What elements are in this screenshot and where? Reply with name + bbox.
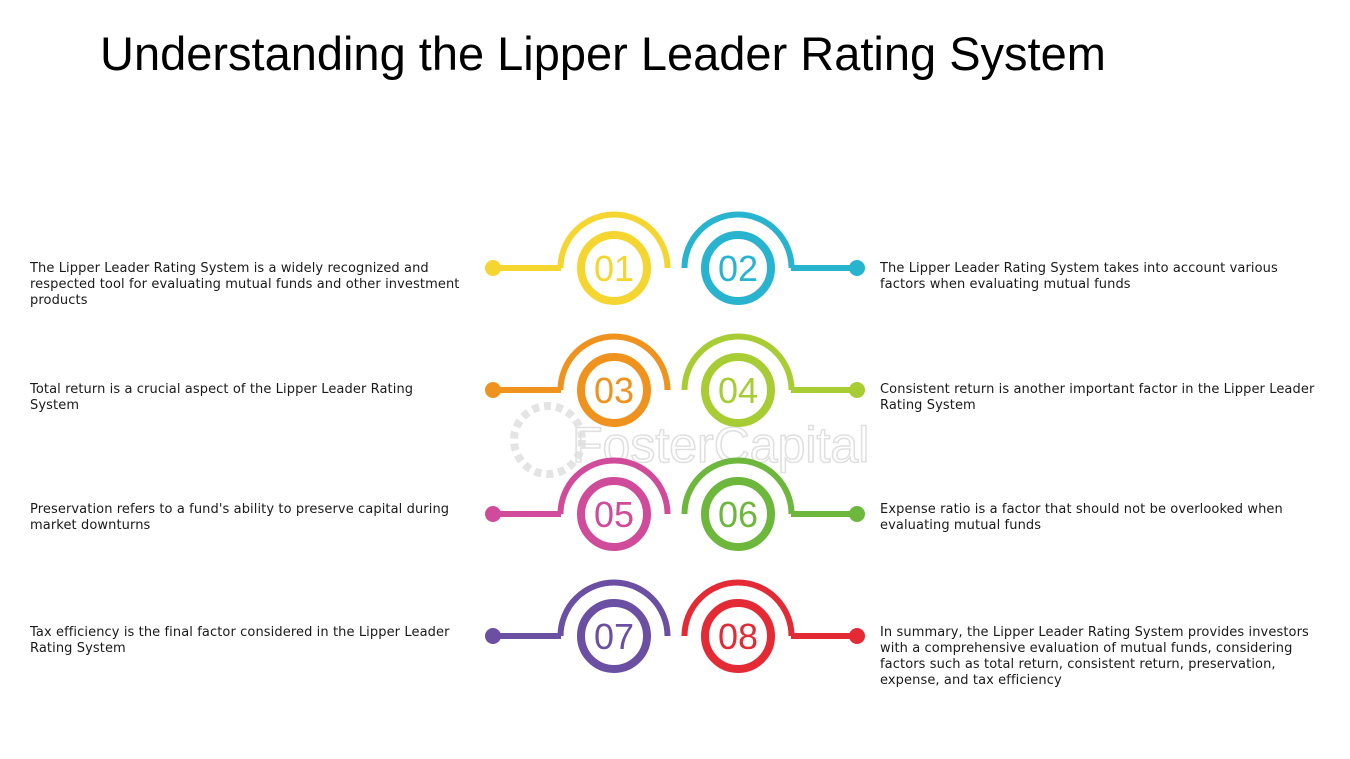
step-dot-05 bbox=[485, 506, 501, 522]
step-description-02: The Lipper Leader Rating System takes in… bbox=[880, 261, 1278, 292]
step-dot-07 bbox=[485, 628, 501, 644]
page-title: Understanding the Lipper Leader Rating S… bbox=[100, 27, 1106, 80]
step-ring-07 bbox=[577, 599, 651, 673]
step-arc-07 bbox=[557, 579, 671, 637]
step-description-08: In summary, the Lipper Leader Rating Sys… bbox=[880, 625, 1309, 688]
step-arc-03 bbox=[557, 333, 671, 391]
watermark: FosterCapital bbox=[510, 402, 870, 478]
step-dot-08 bbox=[849, 628, 865, 644]
step-item-01: 01 bbox=[485, 211, 671, 305]
step-dot-02 bbox=[849, 260, 865, 276]
step-number-02: 02 bbox=[718, 248, 758, 289]
step-description-04: Consistent return is another important f… bbox=[880, 382, 1315, 413]
step-dot-01 bbox=[485, 260, 501, 276]
step-arc-08 bbox=[681, 579, 795, 637]
step-ring-04 bbox=[701, 353, 775, 427]
step-number-08: 08 bbox=[718, 616, 758, 657]
watermark-gear-icon bbox=[510, 402, 586, 478]
step-ring-03 bbox=[577, 353, 651, 427]
step-dot-06 bbox=[849, 506, 865, 522]
step-item-03: 03 bbox=[485, 333, 671, 427]
step-arc-04 bbox=[681, 333, 795, 391]
step-item-07: 07 bbox=[485, 579, 671, 673]
step-item-02: 02 bbox=[681, 211, 865, 305]
step-item-06: 06 bbox=[681, 457, 865, 551]
step-number-03: 03 bbox=[594, 370, 634, 411]
step-item-05: 05 bbox=[485, 457, 671, 551]
step-description-01: The Lipper Leader Rating System is a wid… bbox=[30, 261, 460, 308]
step-dot-04 bbox=[849, 382, 865, 398]
step-ring-02 bbox=[701, 231, 775, 305]
step-number-06: 06 bbox=[718, 494, 758, 535]
step-arc-06 bbox=[681, 457, 795, 515]
step-description-05: Preservation refers to a fund's ability … bbox=[30, 502, 450, 533]
step-description-03: Total return is a crucial aspect of the … bbox=[30, 382, 414, 413]
step-arc-05 bbox=[557, 457, 671, 515]
step-ring-05 bbox=[577, 477, 651, 551]
step-number-05: 05 bbox=[594, 494, 634, 535]
step-description-07: Tax efficiency is the final factor consi… bbox=[30, 625, 450, 656]
step-item-04: 04 bbox=[681, 333, 865, 427]
step-arc-02 bbox=[681, 211, 795, 269]
step-number-01: 01 bbox=[594, 248, 634, 289]
step-number-04: 04 bbox=[718, 370, 758, 411]
step-ring-01 bbox=[577, 231, 651, 305]
step-dot-03 bbox=[485, 382, 501, 398]
step-description-06: Expense ratio is a factor that should no… bbox=[880, 502, 1283, 533]
step-item-08: 08 bbox=[681, 579, 865, 673]
step-number-07: 07 bbox=[594, 616, 634, 657]
step-arc-01 bbox=[557, 211, 671, 269]
step-ring-06 bbox=[701, 477, 775, 551]
step-ring-08 bbox=[701, 599, 775, 673]
